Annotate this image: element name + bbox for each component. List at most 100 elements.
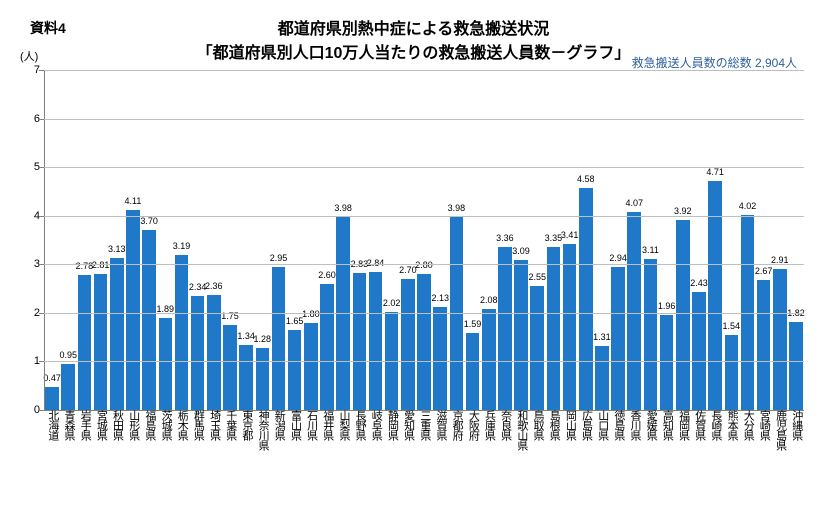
bar-value-label: 2.60 (318, 270, 336, 280)
bar-value-label: 1.65 (286, 316, 304, 326)
bar: 3.19 (175, 255, 189, 410)
y-tick (39, 264, 44, 265)
total-count: 救急搬送人員数の総数 2,904人 (632, 54, 797, 71)
x-tick-label: 宮崎県 (756, 410, 772, 455)
x-tick-label: 沖縄県 (788, 410, 804, 455)
y-tick-label: 1 (22, 355, 40, 367)
bar-slot: 3.36 (497, 70, 513, 410)
bar: 2.08 (482, 309, 496, 410)
bar-value-label: 4.11 (125, 196, 142, 206)
bar: 3.92 (676, 220, 690, 410)
bar: 2.94 (611, 267, 625, 410)
bar-slot: 1.80 (303, 70, 319, 410)
x-tick-label: 福岡県 (675, 410, 691, 455)
bar: 3.35 (547, 247, 561, 410)
bar-slot: 1.65 (287, 70, 303, 410)
bar: 1.59 (466, 333, 480, 410)
x-tick-label: 青森県 (60, 410, 76, 455)
bar-value-label: 4.71 (706, 167, 724, 177)
bar-slot: 3.35 (545, 70, 561, 410)
bar-slot: 4.71 (707, 70, 723, 410)
bar-slot: 3.13 (109, 70, 125, 410)
y-tick (39, 70, 44, 71)
x-tick-label: 愛媛県 (642, 410, 658, 455)
x-axis-labels: 北海道青森県岩手県宮城県秋田県山形県福島県茨城県栃木県群馬県埼玉県千葉県東京都神… (44, 410, 804, 455)
bar-slot: 2.78 (76, 70, 92, 410)
bar-value-label: 3.70 (140, 216, 158, 226)
bars-container: 0.470.952.782.813.134.113.701.893.192.34… (44, 70, 804, 410)
x-tick-label: 北海道 (44, 410, 60, 455)
bar-slot: 0.95 (60, 70, 76, 410)
y-tick (39, 167, 44, 168)
x-tick-label: 愛知県 (400, 410, 416, 455)
y-tick-label: 5 (22, 161, 40, 173)
y-tick-label: 0 (22, 404, 40, 416)
bar-slot: 1.96 (659, 70, 675, 410)
bar: 3.36 (498, 247, 512, 410)
bar-value-label: 2.36 (205, 281, 223, 291)
x-tick-label: 福井県 (319, 410, 335, 455)
bar: 2.78 (78, 275, 92, 410)
x-tick-label: 鳥取県 (529, 410, 545, 455)
bar: 3.70 (142, 230, 156, 410)
x-tick-label: 長野県 (351, 410, 367, 455)
bar: 1.75 (223, 325, 237, 410)
bar-value-label: 2.43 (690, 278, 708, 288)
bar: 1.82 (789, 322, 803, 410)
bar-slot: 3.98 (448, 70, 464, 410)
bar-value-label: 3.19 (173, 241, 191, 251)
x-tick-label: 大分県 (739, 410, 755, 455)
bar: 4.11 (126, 210, 140, 410)
bar-value-label: 2.95 (270, 253, 288, 263)
bar-value-label: 2.91 (771, 255, 789, 265)
bar-slot: 2.55 (529, 70, 545, 410)
bar-value-label: 3.92 (674, 206, 692, 216)
bar-slot: 4.58 (578, 70, 594, 410)
bar-slot: 1.31 (594, 70, 610, 410)
bar-value-label: 2.08 (480, 295, 498, 305)
x-tick-label: 新潟県 (270, 410, 286, 455)
bar-slot: 1.28 (254, 70, 270, 410)
bar: 2.84 (369, 272, 383, 410)
bar-value-label: 2.78 (76, 261, 94, 271)
bar-slot: 2.43 (691, 70, 707, 410)
bar-slot: 4.07 (626, 70, 642, 410)
y-axis-line (44, 70, 45, 410)
bar-slot: 2.83 (351, 70, 367, 410)
x-tick-label: 三重県 (416, 410, 432, 455)
x-tick-label: 山形県 (125, 410, 141, 455)
x-tick-label: 兵庫県 (481, 410, 497, 455)
bar: 0.95 (61, 364, 75, 410)
bar: 4.58 (579, 188, 593, 410)
bar-value-label: 2.67 (755, 266, 773, 276)
x-tick-label: 神奈川県 (254, 410, 270, 455)
bar-slot: 3.11 (642, 70, 658, 410)
bar: 2.43 (692, 292, 706, 410)
bar-value-label: 0.95 (59, 350, 77, 360)
bar: 2.80 (417, 274, 431, 410)
bar-slot: 1.59 (464, 70, 480, 410)
bar-slot: 2.91 (772, 70, 788, 410)
y-tick-label: 3 (22, 258, 40, 270)
bar-value-label: 3.41 (561, 230, 579, 240)
x-tick-label: 広島県 (578, 410, 594, 455)
x-tick-label: 鹿児島県 (772, 410, 788, 455)
bar: 3.13 (110, 258, 124, 410)
bar-value-label: 3.11 (642, 245, 659, 255)
bar-value-label: 3.35 (545, 233, 563, 243)
bar-slot: 2.34 (190, 70, 206, 410)
x-tick-label: 岩手県 (76, 410, 92, 455)
bar-slot: 2.08 (481, 70, 497, 410)
bar: 2.67 (757, 280, 771, 410)
bar-slot: 1.54 (723, 70, 739, 410)
x-tick-label: 高知県 (659, 410, 675, 455)
y-axis-unit: (人) (20, 48, 38, 64)
bar-slot: 3.09 (513, 70, 529, 410)
bar-slot: 2.60 (319, 70, 335, 410)
bar-slot: 2.36 (206, 70, 222, 410)
bar-value-label: 1.34 (237, 331, 255, 341)
x-tick-label: 富山県 (287, 410, 303, 455)
x-tick-label: 宮城県 (93, 410, 109, 455)
bar-slot: 1.34 (238, 70, 254, 410)
x-tick-label: 奈良県 (497, 410, 513, 455)
